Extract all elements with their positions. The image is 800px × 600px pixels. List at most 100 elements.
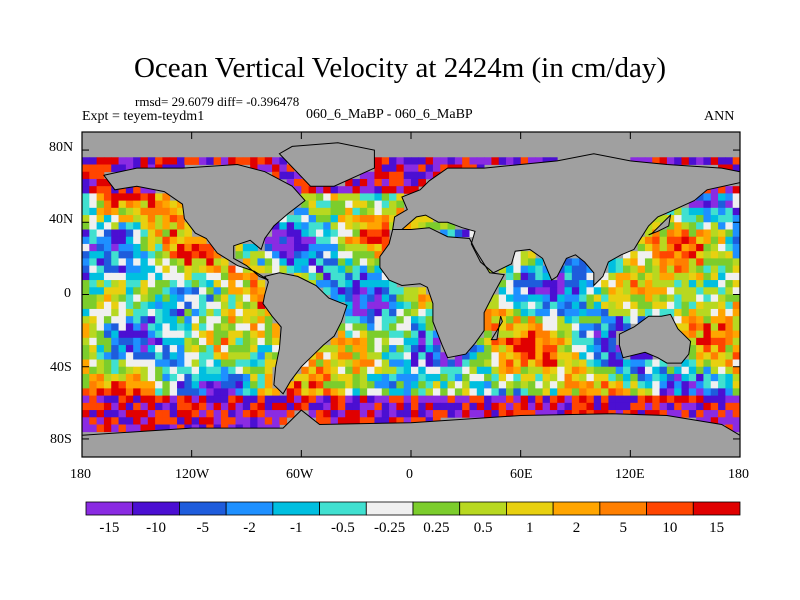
- ocean-cell: [89, 410, 98, 418]
- ocean-cell: [213, 294, 222, 303]
- ocean-cell: [381, 366, 390, 375]
- ocean-cell: [652, 222, 660, 230]
- ocean-cell: [213, 316, 222, 324]
- ocean-cell: [359, 251, 368, 259]
- ocean-cell: [396, 186, 405, 194]
- ocean-cell: [440, 410, 448, 418]
- ocean-cell: [133, 294, 141, 303]
- ocean-cell: [96, 215, 105, 223]
- ocean-cell: [549, 352, 558, 360]
- ocean-cell: [425, 373, 434, 382]
- ocean-cell: [476, 395, 485, 404]
- ocean-cell: [82, 251, 90, 259]
- ocean-cell: [615, 373, 624, 382]
- ocean-cell: [586, 359, 595, 368]
- ocean-cell: [220, 366, 229, 375]
- ocean-cell: [96, 280, 105, 288]
- ocean-cell: [593, 345, 602, 353]
- ocean-cell: [732, 366, 740, 375]
- ocean-cell: [411, 308, 419, 317]
- ocean-cell: [601, 301, 609, 310]
- ocean-cell: [542, 410, 551, 418]
- ocean-cell: [140, 207, 149, 216]
- ocean-cell: [725, 287, 734, 295]
- ocean-cell: [140, 352, 149, 360]
- ocean-cell: [147, 157, 156, 165]
- ocean-cell: [162, 258, 171, 267]
- ocean-cell: [286, 178, 295, 187]
- ocean-cell: [644, 366, 653, 375]
- ocean-cell: [294, 236, 302, 245]
- ocean-cell: [659, 410, 668, 418]
- ocean-cell: [177, 330, 185, 339]
- ocean-cell: [644, 251, 653, 259]
- ocean-cell: [330, 236, 339, 245]
- ocean-cell: [623, 272, 631, 281]
- ocean-cell: [96, 366, 105, 375]
- ocean-cell: [308, 265, 317, 274]
- ocean-cell: [359, 381, 368, 389]
- ocean-cell: [557, 388, 565, 397]
- ocean-cell: [710, 308, 719, 317]
- ocean-cell: [703, 345, 712, 353]
- ocean-cell: [177, 294, 185, 303]
- ocean-cell: [703, 207, 712, 216]
- ocean-cell: [718, 345, 726, 353]
- ocean-cell: [381, 373, 390, 382]
- ocean-cell: [330, 193, 339, 202]
- ocean-cell: [542, 308, 551, 317]
- ocean-cell: [469, 388, 478, 397]
- ocean-cell: [162, 301, 171, 310]
- ocean-cell: [542, 373, 551, 382]
- ocean-cell: [652, 381, 660, 389]
- ocean-cell: [367, 236, 375, 245]
- ocean-cell: [133, 345, 141, 353]
- ocean-cell: [272, 171, 280, 180]
- ocean-cell: [279, 410, 288, 418]
- ocean-cell: [162, 352, 171, 360]
- ocean-cell: [681, 316, 690, 324]
- ocean-cell: [323, 265, 331, 274]
- ocean-cell: [213, 308, 222, 317]
- ocean-cell: [374, 272, 383, 281]
- ocean-cell: [162, 287, 171, 295]
- ocean-cell: [396, 410, 405, 418]
- ocean-cell: [177, 280, 185, 288]
- ocean-cell: [242, 243, 251, 252]
- ocean-cell: [447, 395, 456, 404]
- ocean-cell: [411, 186, 419, 194]
- ocean-cell: [498, 402, 507, 411]
- ocean-cell: [82, 366, 90, 375]
- ocean-cell: [323, 258, 331, 267]
- ocean-cell: [206, 157, 214, 165]
- ocean-cell: [725, 424, 734, 433]
- ocean-cell: [337, 287, 346, 295]
- ocean-cell: [374, 323, 383, 332]
- ocean-cell: [666, 243, 675, 252]
- ocean-cell: [345, 294, 353, 303]
- ocean-cell: [242, 410, 251, 418]
- ocean-cell: [506, 410, 514, 418]
- ocean-cell: [177, 395, 185, 404]
- ocean-cell: [396, 402, 405, 411]
- ocean-cell: [696, 287, 704, 295]
- ocean-cell: [235, 388, 244, 397]
- ocean-cell: [710, 301, 719, 310]
- ocean-cell: [630, 316, 639, 324]
- ocean-cell: [659, 157, 668, 165]
- ocean-cell: [264, 373, 273, 382]
- ocean-cell: [681, 381, 690, 389]
- ocean-cell: [411, 316, 419, 324]
- ocean-cell: [659, 280, 668, 288]
- ocean-cell: [630, 301, 639, 310]
- ocean-cell: [696, 316, 704, 324]
- ocean-cell: [440, 229, 448, 238]
- ocean-cell: [520, 410, 529, 418]
- ocean-cell: [696, 243, 704, 252]
- ocean-cell: [206, 280, 214, 288]
- ocean-cell: [359, 330, 368, 339]
- ocean-cell: [96, 373, 105, 382]
- ocean-cell: [418, 402, 427, 411]
- ocean-cell: [155, 294, 163, 303]
- ocean-cell: [367, 229, 375, 238]
